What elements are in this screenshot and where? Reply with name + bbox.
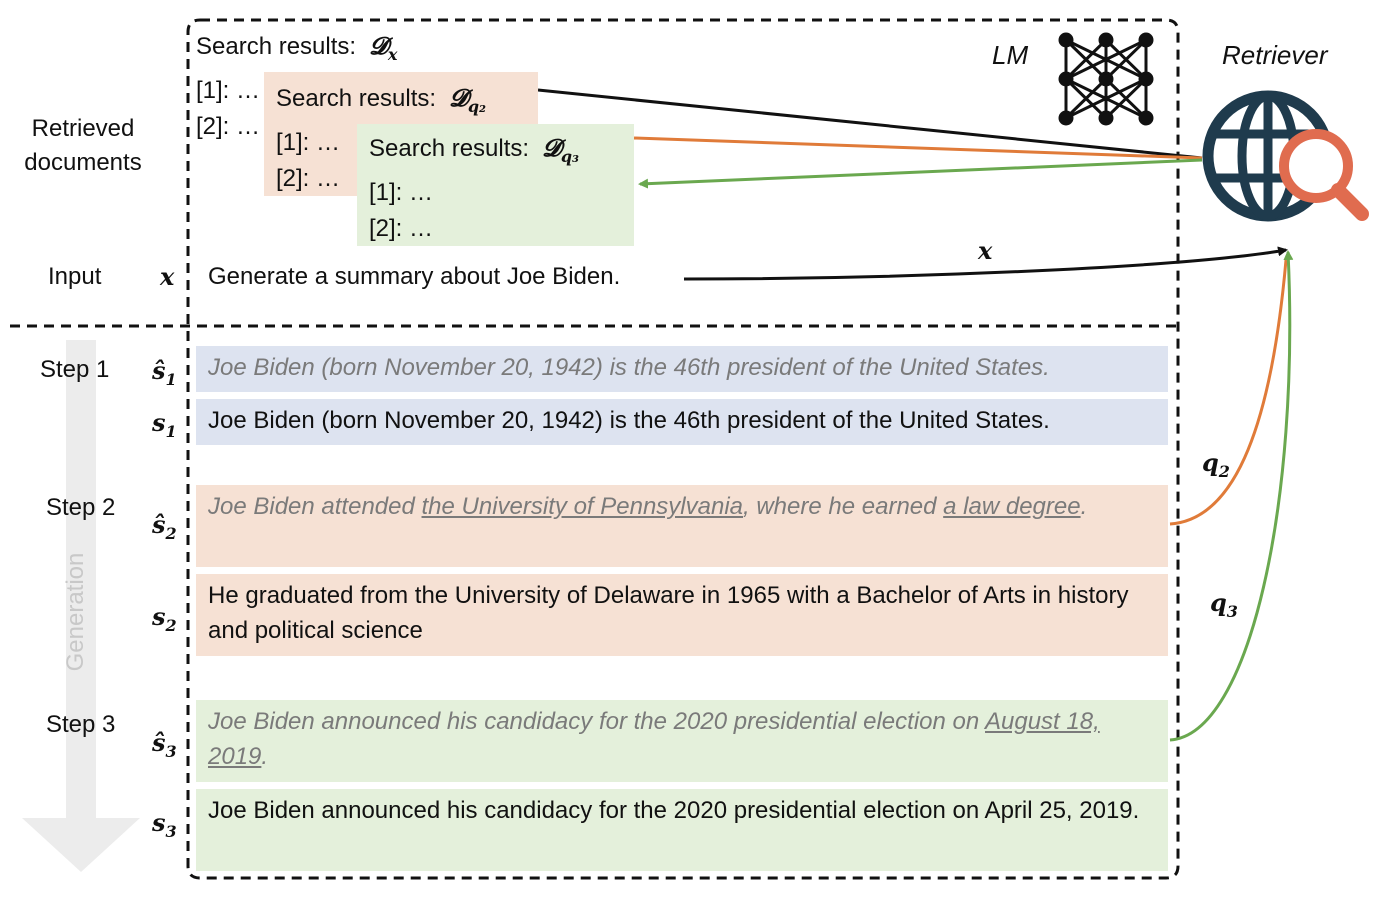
retrieved-documents-label: Retrieved documents (24, 115, 142, 176)
q3-curve (1169, 250, 1294, 742)
step3-label: Step 3 (46, 711, 116, 738)
result-1: [1]: … (196, 77, 261, 104)
s2-sentence: He graduated from the University of Dela… (196, 574, 1168, 656)
s1-hat-sentence: Joe Biden (born November 20, 1942) is th… (196, 346, 1168, 392)
retriever-globe-icon (1202, 90, 1369, 222)
result-1: [1]: … (369, 179, 434, 206)
s3-sentence: Joe Biden announced his candidacy for th… (196, 789, 1168, 871)
s2-hat-symbol: ŝ2 (152, 510, 177, 543)
s1-symbol: s1 (152, 408, 177, 441)
result-2: [2]: … (276, 165, 341, 192)
step1-label: Step 1 (40, 356, 110, 383)
s2-symbol: s2 (152, 602, 177, 635)
result-2: [2]: … (196, 113, 261, 140)
input-label: Input (48, 263, 102, 290)
lm-network-icon (1058, 32, 1154, 126)
dq3-arrow (638, 158, 1203, 189)
retriever-label: Retriever (1222, 40, 1328, 70)
step2-label: Step 2 (46, 494, 116, 521)
search-results-dx: Search results: 𝓓x [1]: … [2]: … (196, 28, 397, 145)
generation-arrow (22, 340, 140, 872)
q3-label: q3 (1210, 588, 1238, 621)
dq2-line (633, 136, 1203, 160)
s2-hat-sentence: Joe Biden attended the University of Pen… (196, 485, 1168, 567)
lm-label: LM (992, 40, 1029, 70)
search-results-title: Search results: 𝓓q₃ (369, 133, 580, 166)
x-arrow-label: x (978, 236, 993, 265)
x-symbol: x (160, 262, 175, 291)
s1-sentence: Joe Biden (born November 20, 1942) is th… (196, 399, 1168, 445)
generation-label: Generation (62, 552, 89, 672)
q2-label: q2 (1202, 448, 1230, 481)
x-arrow (683, 246, 1288, 281)
search-results-title: Search results: 𝓓x (196, 31, 398, 64)
input-text: Generate a summary about Joe Biden. (208, 263, 621, 290)
result-1: [1]: … (276, 129, 341, 156)
dx-line (537, 88, 1203, 160)
s3-hat-sentence: Joe Biden announced his candidacy for th… (196, 700, 1168, 782)
search-results-title: Search results: 𝓓q₂ (276, 83, 487, 116)
search-results-dq3: Search results: 𝓓q₃ [1]: … [2]: … (357, 124, 634, 246)
q2-curve (1169, 259, 1288, 526)
s3-hat-symbol: ŝ3 (152, 728, 177, 761)
s3-symbol: s3 (152, 808, 177, 841)
s1-hat-symbol: ŝ1 (152, 356, 177, 389)
lm-frame (186, 18, 1180, 880)
result-2: [2]: … (369, 215, 434, 242)
